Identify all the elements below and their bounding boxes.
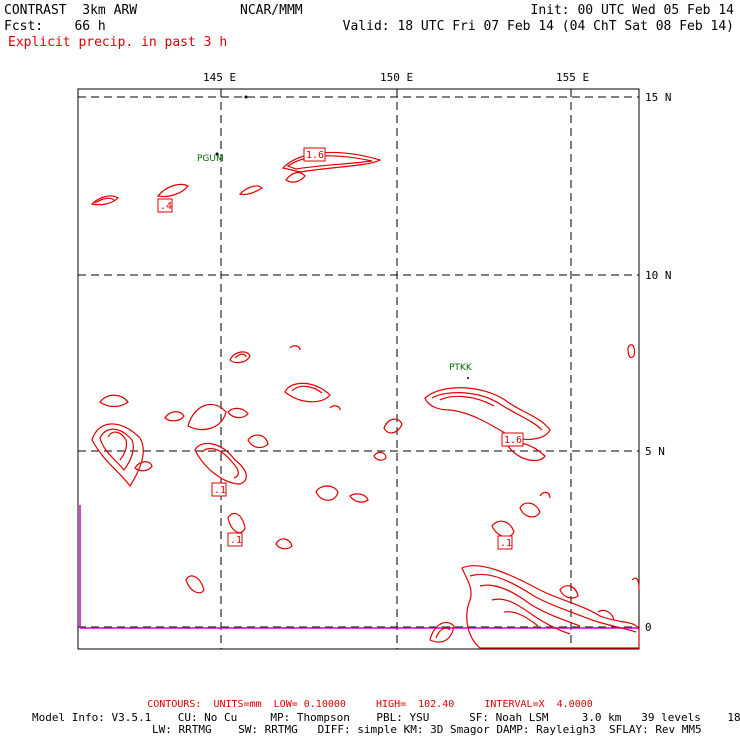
grid-point-marker [244,95,248,99]
lat-label-15n: 15 N [645,91,672,104]
lon-label-150: 150 E [380,71,414,84]
station-label-ptkk: PTKK [449,363,473,373]
model-info-line2: LW: RRTMG SW: RRTMG DIFF: simple KM: 3D … [152,723,702,736]
contour-label: .1 [230,535,242,546]
contour-label: 1.6 [504,435,522,446]
contour-label: .1 [500,538,512,549]
center-name: NCAR/MMM [240,3,303,18]
station-label-pgum: PGUM [197,154,224,164]
lon-label-155: 155 E [556,71,590,84]
lon-label-145: 145 E [203,71,237,84]
init-time: Init: 00 UTC Wed 05 Feb 14 [530,3,735,18]
map-frame [77,88,640,650]
contour-label: 1.6 [306,150,324,161]
product-title: Explicit precip. in past 3 h [8,35,228,50]
contour-value-labels: 1.6 .4 1.6 .1 .1 .1 [157,147,524,550]
station-marker-ptkk [467,377,469,379]
fcst-label: Fcst: [4,19,44,34]
precip-contours [90,151,640,649]
contour-label: .1 [214,485,226,496]
lat-lon-grid [78,89,639,649]
forecast-hour: Fcst: 66 h [4,20,106,34]
station-marker-pgum [215,152,219,156]
valid-time: Valid: 18 UTC Fri 07 Feb 14 (04 ChT Sat … [342,19,734,34]
contour-label: .4 [160,201,172,212]
domain-boundary [79,505,639,629]
fcst-value: 66 h [74,19,106,34]
model-title: CONTRAST 3km ARW [4,3,138,18]
lat-label-5n: 5 N [645,445,665,458]
model-info-line1: Model Info: V3.5.1 CU: No Cu MP: Thompso… [32,711,740,724]
lat-label-10n: 10 N [645,269,672,282]
lat-label-0: 0 [645,621,652,634]
contour-info: CONTOURS: UNITS=mm LOW= 0.10000 HIGH= 10… [147,699,593,710]
